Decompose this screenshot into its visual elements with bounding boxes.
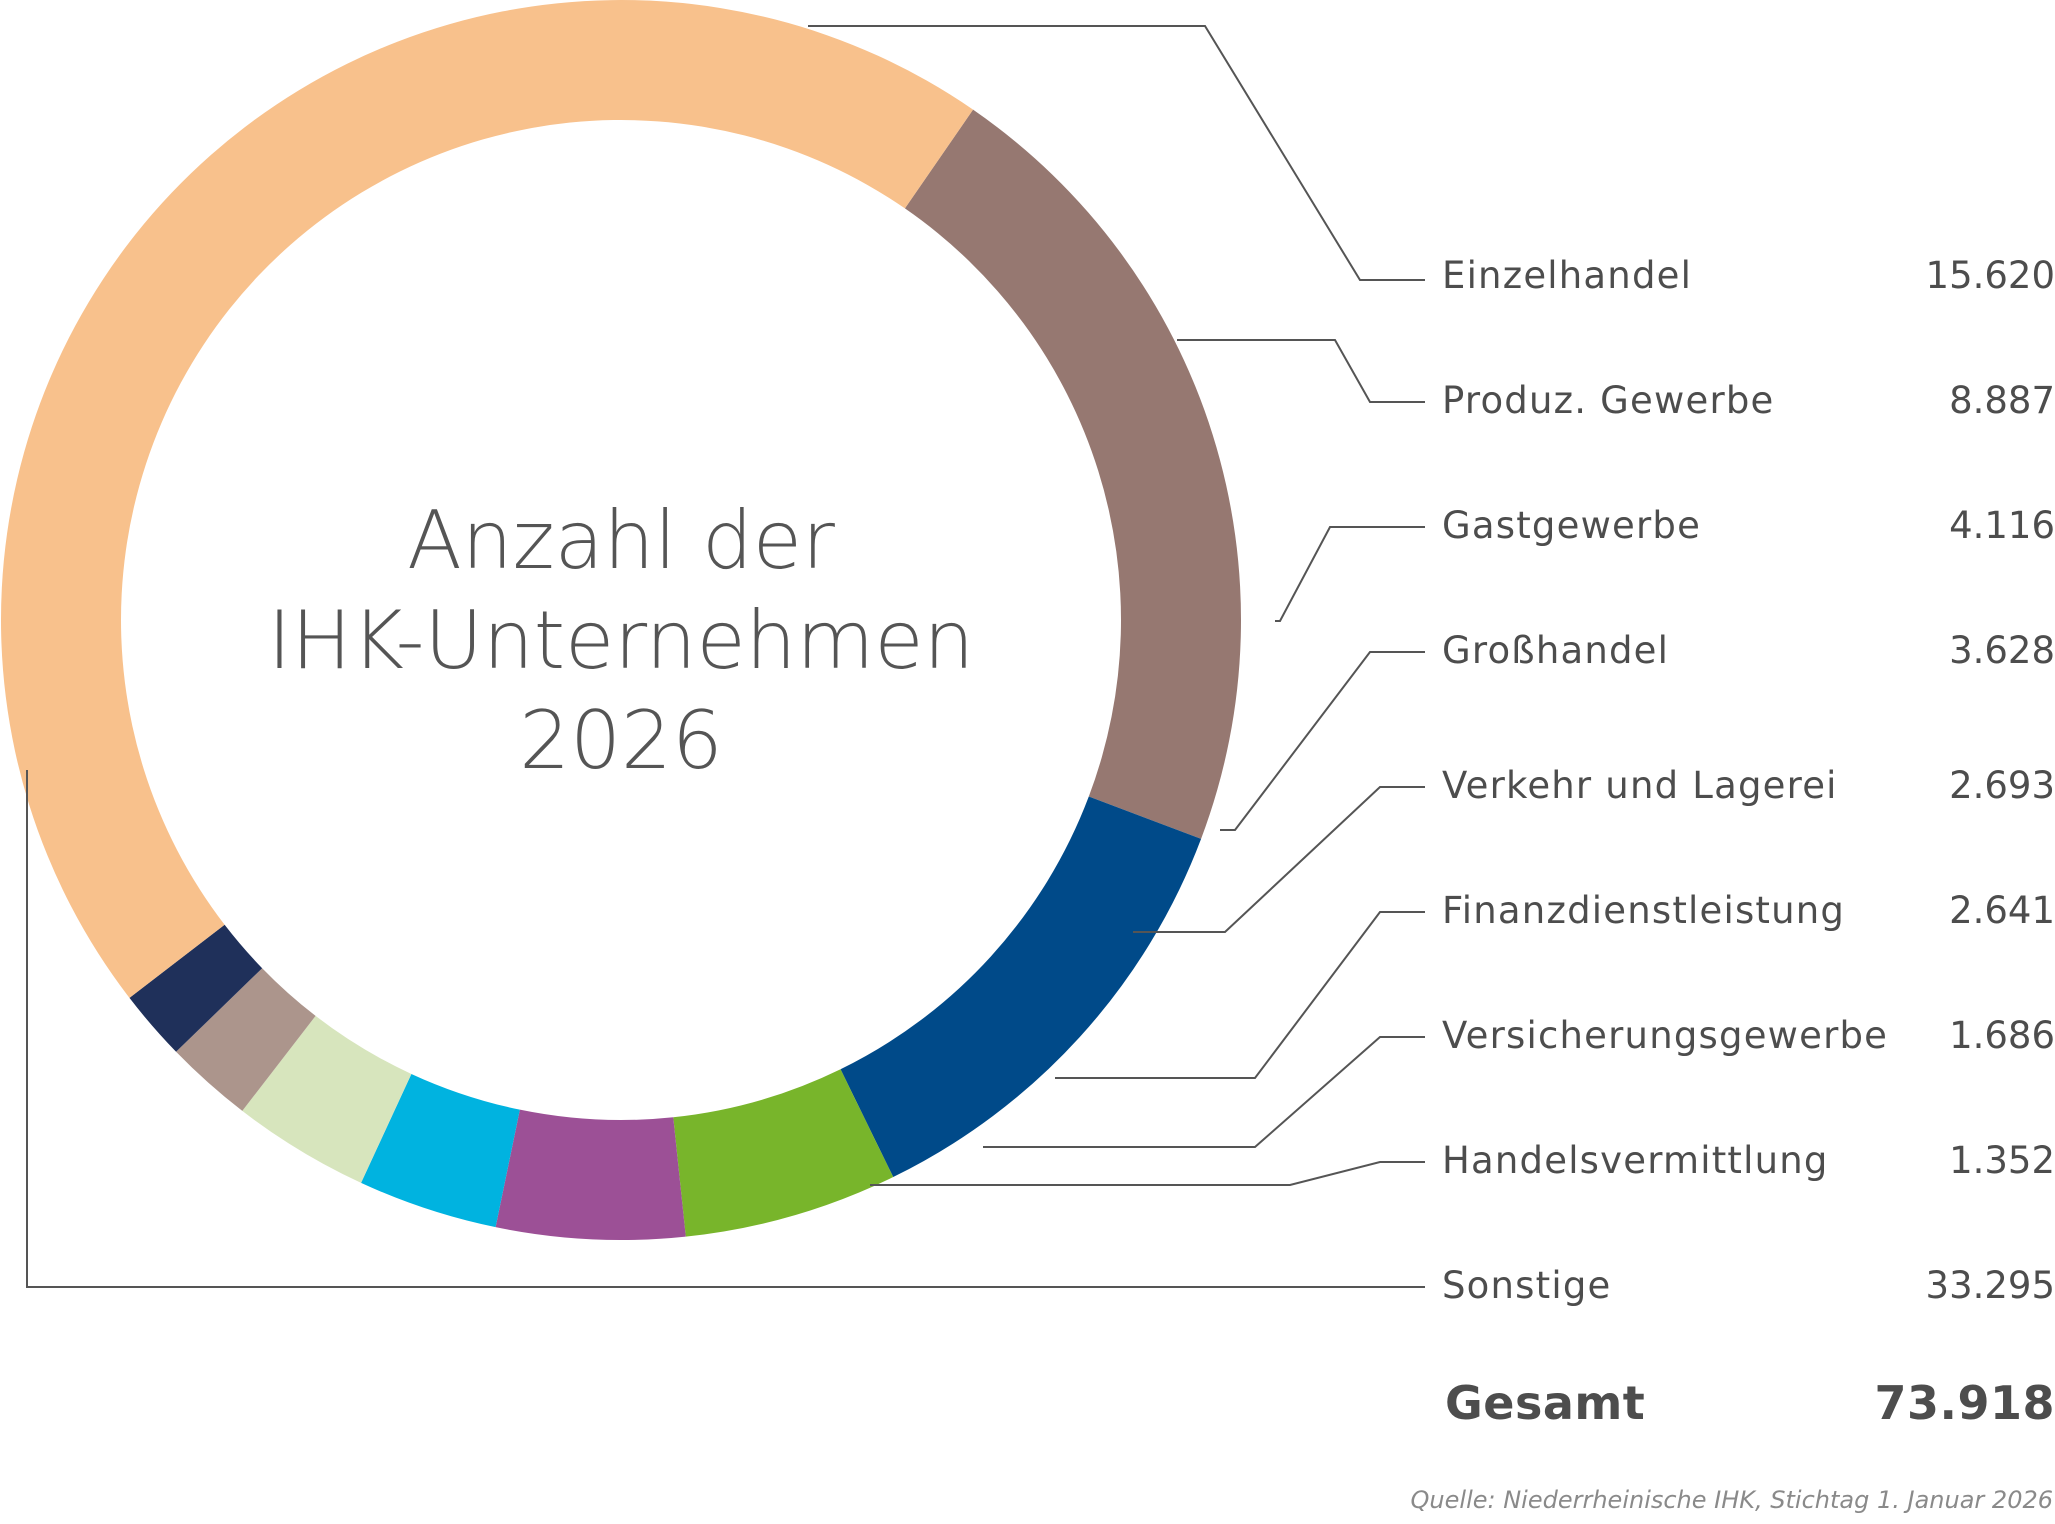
- slice-handelsvermittlung: [129, 924, 263, 1052]
- slice-großhandel: [495, 1109, 686, 1240]
- legend-label: Großhandel: [1442, 629, 1670, 672]
- leader-line: [1220, 651, 1425, 831]
- legend-value: 2.693: [1949, 764, 2055, 807]
- slice-finanzdienstleistung: [242, 1015, 412, 1183]
- leader-line: [808, 25, 1425, 281]
- legend-label: Produz. Gewerbe: [1442, 379, 1775, 422]
- legend-label: Handelsvermittlung: [1442, 1139, 1829, 1182]
- legend-value: 33.295: [1925, 1264, 2055, 1307]
- leader-line: [1275, 526, 1425, 622]
- legend-value: 3.628: [1949, 629, 2055, 672]
- total-label: Gesamt: [1445, 1376, 1646, 1430]
- leader-line: [1177, 339, 1425, 403]
- slice-sonstige: [1, 0, 974, 998]
- slice-gastgewerbe: [673, 1069, 894, 1237]
- leader-line: [1055, 911, 1425, 1079]
- source-note: Quelle: Niederrheinische IHK, Stichtag 1…: [1410, 1486, 2053, 1514]
- slice-versicherungsgewerbe: [176, 968, 316, 1111]
- legend-label: Einzelhandel: [1442, 254, 1693, 297]
- chart-title-line-3: 2026: [519, 694, 723, 787]
- legend-label: Gastgewerbe: [1442, 504, 1702, 547]
- legend-value: 1.686: [1949, 1014, 2055, 1057]
- donut-ring: [1, 0, 1241, 1240]
- legend-value: 2.641: [1949, 889, 2055, 932]
- total-value: 73.918: [1874, 1376, 2055, 1430]
- chart-title-line-2: IHK-Unternehmen: [268, 594, 974, 687]
- chart-title-line-1: Anzahl der: [407, 494, 835, 587]
- legend-value: 8.887: [1949, 379, 2055, 422]
- leader-line: [26, 770, 1425, 1288]
- leader-lines: [26, 25, 1425, 1288]
- legend-label: Sonstige: [1442, 1264, 1612, 1307]
- legend-value: 1.352: [1949, 1139, 2055, 1182]
- leader-line: [1133, 786, 1425, 933]
- legend-label: Versicherungsgewerbe: [1442, 1014, 1889, 1057]
- slice-produz-gewerbe: [840, 796, 1202, 1178]
- legend-value: 15.620: [1925, 254, 2055, 297]
- legend-value: 4.116: [1949, 504, 2055, 547]
- legend-label: Verkehr und Lagerei: [1442, 764, 1838, 807]
- slice-verkehr-und-lagerei: [361, 1073, 520, 1228]
- leader-line: [983, 1036, 1425, 1148]
- slice-einzelhandel: [904, 109, 1241, 839]
- leader-line: [870, 1161, 1425, 1186]
- legend-label: Finanzdienstleistung: [1442, 889, 1846, 932]
